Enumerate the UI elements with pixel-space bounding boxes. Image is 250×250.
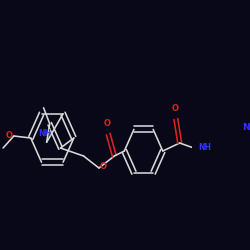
Text: O: O (100, 162, 107, 170)
Text: NH: NH (38, 129, 51, 138)
Text: O: O (6, 130, 13, 140)
Text: O: O (103, 119, 110, 128)
Text: N: N (242, 122, 250, 132)
Text: NH: NH (198, 142, 211, 152)
Text: O: O (172, 104, 178, 113)
